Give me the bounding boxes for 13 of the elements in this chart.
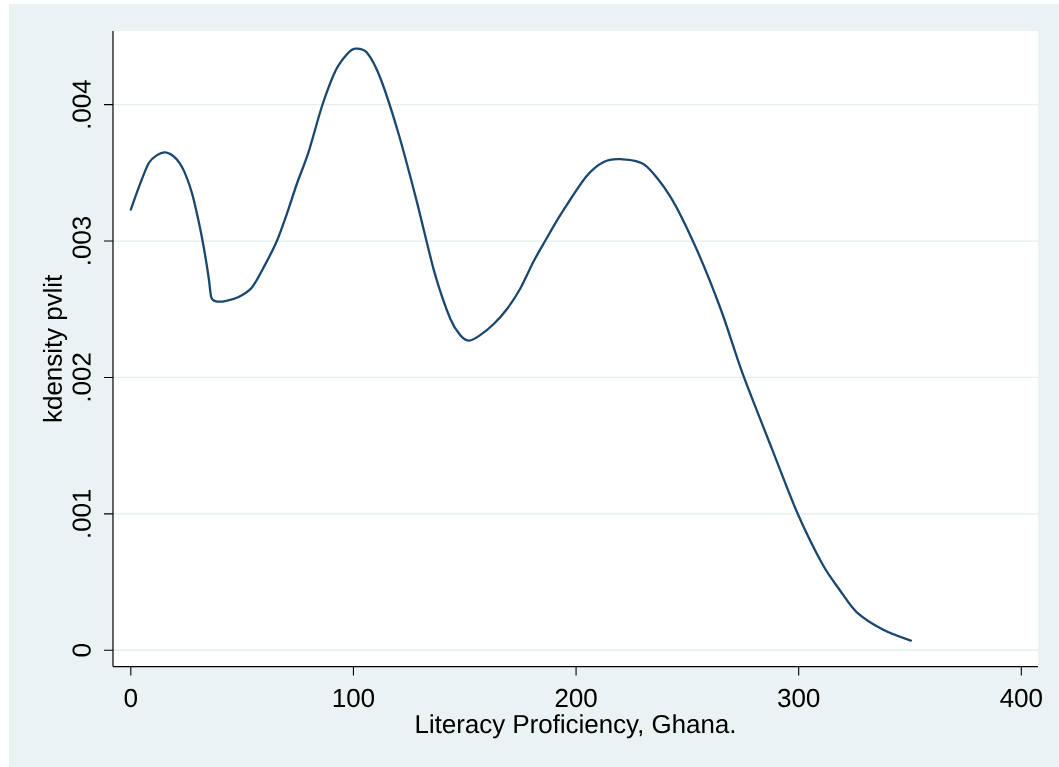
x-tick-label: 0 (124, 688, 137, 708)
y-tick-label: .003 (72, 216, 91, 264)
y-axis-title: kdensity pvlit (42, 274, 68, 422)
x-tick-label: 200 (555, 688, 597, 708)
x-tick-label: 100 (333, 688, 375, 708)
y-tick-label: .001 (72, 489, 91, 537)
line-series (129, 47, 913, 642)
x-tick-label: 300 (778, 688, 820, 708)
y-tick-label: 0 (72, 644, 91, 657)
x-axis-title: Literacy Proficiency, Ghana. (416, 714, 735, 739)
y-tick-label: .002 (72, 353, 91, 401)
y-tick-label: .004 (72, 80, 91, 128)
x-tick-label: 400 (1000, 688, 1042, 708)
